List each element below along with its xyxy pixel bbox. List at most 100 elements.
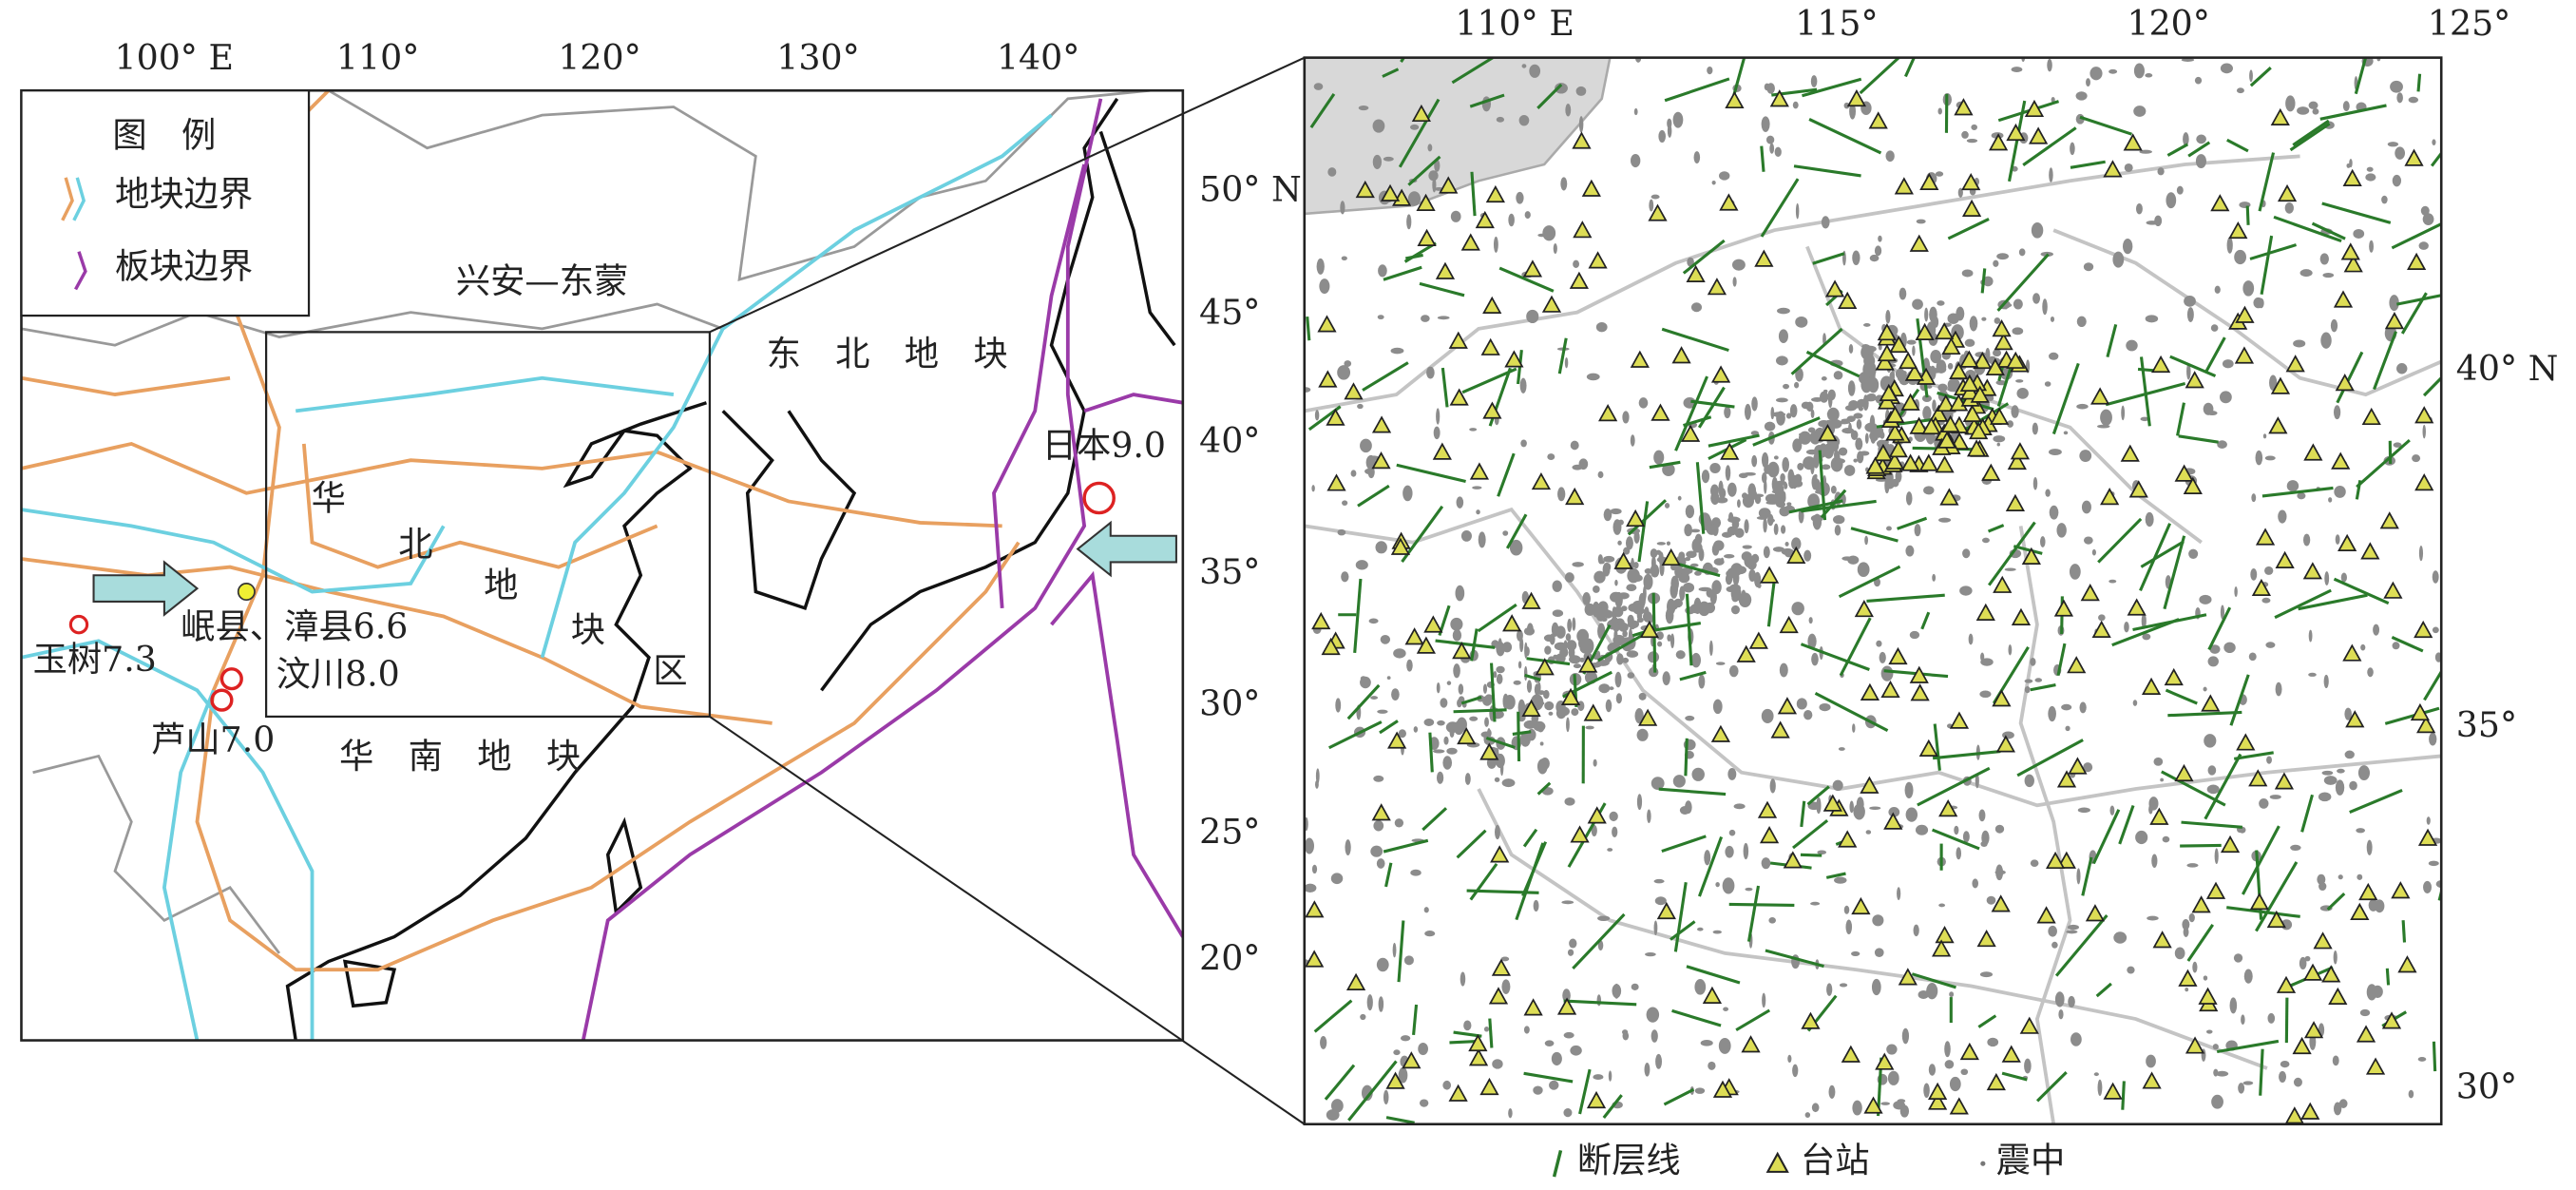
quake-label: 岷县、漳县6.6	[181, 605, 408, 646]
epicenter	[1923, 1083, 1930, 1099]
epicenter	[1450, 617, 1463, 631]
fault-line	[1347, 1060, 1398, 1122]
station	[1521, 699, 1541, 717]
epicenter	[1410, 869, 1422, 876]
epicenter	[2011, 67, 2023, 73]
station	[1432, 442, 1452, 460]
lon-tick: 115°	[1795, 3, 1878, 44]
epicenter	[1602, 562, 1611, 577]
epicenter	[2065, 725, 2070, 732]
epicenter	[1518, 114, 1530, 126]
epicenter	[1686, 550, 1697, 559]
epicenter	[1712, 930, 1722, 934]
epicenter	[1937, 517, 1952, 523]
epicenter	[1718, 1037, 1731, 1054]
epicenter	[2042, 298, 2048, 316]
epicenter	[1906, 339, 1917, 345]
fault-line	[1563, 999, 1637, 1007]
epicenter	[1979, 690, 1992, 699]
fault-line	[1980, 268, 1987, 294]
epicenter	[1895, 470, 1902, 483]
epicenter	[2207, 765, 2217, 776]
epicenter	[1711, 180, 1716, 185]
epicenter	[1383, 156, 1394, 162]
fault-line	[1489, 662, 1497, 722]
epicenter	[1913, 924, 1919, 937]
epicenter	[1690, 302, 1703, 313]
epicenter	[2024, 679, 2033, 683]
legend-item: 板块边界	[115, 246, 253, 287]
station	[1502, 614, 1522, 632]
epicenter	[2069, 564, 2081, 580]
fault-line	[2079, 115, 2132, 136]
epicenter	[1524, 211, 1531, 220]
epicenter	[1596, 650, 1601, 659]
fault-line	[1685, 593, 1693, 666]
station	[1770, 720, 1790, 739]
epicenter	[2070, 142, 2075, 156]
station	[1854, 599, 1874, 618]
epicenter	[1971, 124, 1977, 131]
epicenter	[1813, 452, 1820, 469]
epicenter	[1761, 857, 1771, 870]
epicenter	[1938, 903, 1946, 908]
fault-line	[1838, 565, 1901, 599]
epicenter	[2024, 685, 2031, 694]
epicenter	[1523, 626, 1536, 636]
epicenter	[1856, 419, 1862, 430]
station	[2056, 770, 2077, 788]
epicenter	[1672, 111, 1684, 128]
epicenter	[1690, 528, 1701, 533]
epicenter	[1851, 950, 1860, 957]
epicenter	[2091, 548, 2096, 556]
epicenter	[1781, 525, 1786, 534]
epicenter	[1529, 64, 1541, 78]
epicenter	[1801, 401, 1811, 410]
station	[1565, 487, 1585, 506]
epicenter	[1922, 406, 1932, 421]
epicenter	[2151, 854, 2158, 869]
epicenter	[1742, 545, 1752, 549]
epicenter	[1667, 118, 1672, 129]
station	[1986, 1072, 2006, 1091]
epicenter	[1618, 622, 1629, 632]
epicenter	[2214, 848, 2219, 865]
epicenter	[2418, 545, 2424, 562]
epicenter	[1383, 1089, 1389, 1104]
station	[2080, 584, 2100, 602]
epicenter	[1742, 494, 1755, 509]
epicenter	[1830, 485, 1837, 494]
station	[1910, 683, 1930, 701]
epicenter	[1548, 711, 1554, 716]
epicenter	[1616, 653, 1624, 665]
station	[2414, 473, 2434, 491]
epicenter	[1674, 580, 1679, 594]
station	[1371, 803, 1391, 821]
epicenter	[1563, 1107, 1573, 1118]
epicenter	[1905, 491, 1913, 506]
epicenter	[1852, 723, 1856, 733]
station	[2350, 902, 2370, 920]
fault-line	[2001, 1071, 2028, 1082]
station	[1598, 404, 1618, 422]
station	[1648, 203, 1668, 221]
station	[2407, 252, 2427, 271]
epicenter	[1390, 347, 1404, 355]
epicenter	[1643, 573, 1653, 590]
epicenter	[1765, 135, 1775, 144]
epicenter	[2051, 96, 2055, 103]
station	[1736, 644, 1756, 662]
epicenter	[2210, 324, 2219, 332]
epicenter	[2109, 805, 2115, 816]
fault-line	[1379, 720, 1399, 735]
epicenter	[1773, 455, 1779, 460]
station	[2303, 1021, 2324, 1039]
epicenter	[1719, 171, 1730, 181]
epicenter	[1675, 650, 1686, 660]
station	[1851, 896, 1871, 915]
epicenter	[1734, 528, 1745, 538]
epicenter	[1764, 421, 1776, 432]
epicenter	[1311, 864, 1318, 874]
epicenter	[1817, 850, 1827, 855]
fault-line	[1470, 171, 1477, 217]
